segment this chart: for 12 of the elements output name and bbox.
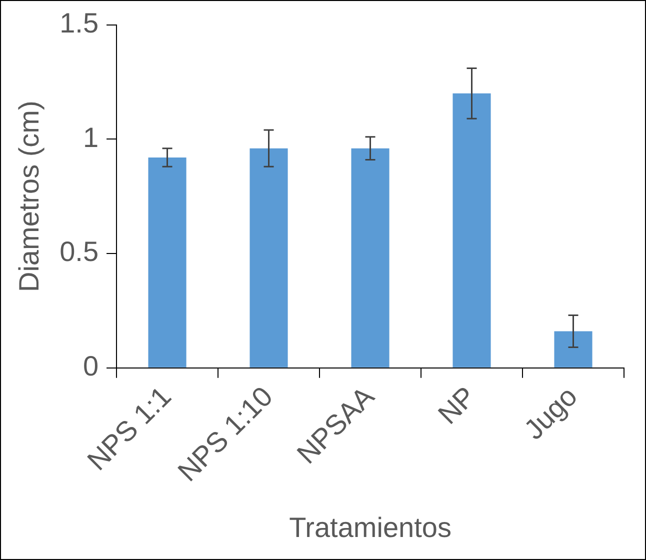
y-tick-label: 0.5 (60, 236, 99, 268)
bar (452, 93, 491, 368)
bar (554, 331, 592, 368)
x-tick-label: NP (432, 380, 482, 430)
bar (351, 148, 390, 368)
y-tick-label: 0 (82, 350, 99, 382)
x-axis-title: Tratamientos (289, 512, 452, 543)
y-tick-label: 1.5 (60, 8, 99, 39)
y-axis-title: Diametros (cm) (14, 100, 45, 292)
bar (148, 157, 186, 368)
y-tick-label: 1 (82, 122, 99, 153)
bar (250, 148, 288, 368)
